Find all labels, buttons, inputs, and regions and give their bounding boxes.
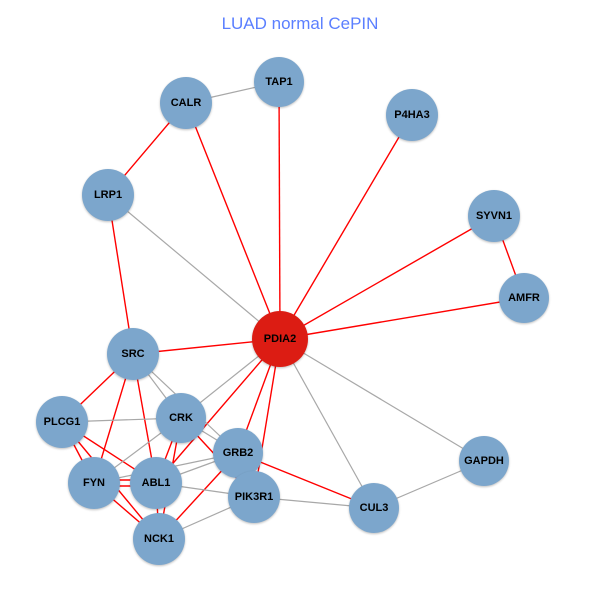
node-tap1[interactable]: TAP1	[254, 57, 304, 107]
node-label-pik3r1: PIK3R1	[228, 491, 280, 503]
node-crk[interactable]: CRK	[156, 393, 206, 443]
node-abl1[interactable]: ABL1	[130, 457, 182, 509]
node-fyn[interactable]: FYN	[68, 457, 120, 509]
node-src[interactable]: SRC	[107, 328, 159, 380]
node-label-lrp1: LRP1	[82, 189, 134, 201]
node-label-calr: CALR	[160, 97, 212, 109]
edge-CALR-PDIA2	[186, 103, 280, 339]
edge-TAP1-PDIA2	[279, 82, 280, 339]
node-label-cul3: CUL3	[349, 502, 399, 514]
node-calr[interactable]: CALR	[160, 77, 212, 129]
node-gapdh[interactable]: GAPDH	[459, 436, 509, 486]
node-label-tap1: TAP1	[254, 76, 304, 88]
node-lrp1[interactable]: LRP1	[82, 169, 134, 221]
node-pdia2[interactable]: PDIA2	[252, 311, 308, 367]
node-label-syvn1: SYVN1	[468, 210, 520, 222]
node-plcg1[interactable]: PLCG1	[36, 396, 88, 448]
node-label-nck1: NCK1	[133, 533, 185, 545]
node-pik3r1[interactable]: PIK3R1	[228, 471, 280, 523]
node-nck1[interactable]: NCK1	[133, 513, 185, 565]
edge-LRP1-PDIA2	[108, 195, 280, 339]
node-label-grb2: GRB2	[213, 447, 263, 459]
node-label-plcg1: PLCG1	[36, 416, 88, 428]
node-label-amfr: AMFR	[499, 292, 549, 304]
edge-P4HA3-PDIA2	[280, 115, 412, 339]
node-label-src: SRC	[107, 348, 159, 360]
node-p4ha3[interactable]: P4HA3	[386, 89, 438, 141]
node-label-gapdh: GAPDH	[459, 455, 509, 467]
node-label-abl1: ABL1	[130, 477, 182, 489]
node-cul3[interactable]: CUL3	[349, 483, 399, 533]
network-graph: LUAD normal CePIN CALR TAP1 P4HA3 LRP1 SYVN1…	[0, 0, 600, 600]
node-label-fyn: FYN	[68, 477, 120, 489]
node-amfr[interactable]: AMFR	[499, 273, 549, 323]
node-label-pdia2: PDIA2	[252, 333, 308, 345]
node-syvn1[interactable]: SYVN1	[468, 190, 520, 242]
node-label-p4ha3: P4HA3	[386, 109, 438, 121]
edge-PDIA2-CUL3	[280, 339, 374, 508]
edge-PDIA2-GAPDH	[280, 339, 484, 461]
node-label-crk: CRK	[156, 412, 206, 424]
